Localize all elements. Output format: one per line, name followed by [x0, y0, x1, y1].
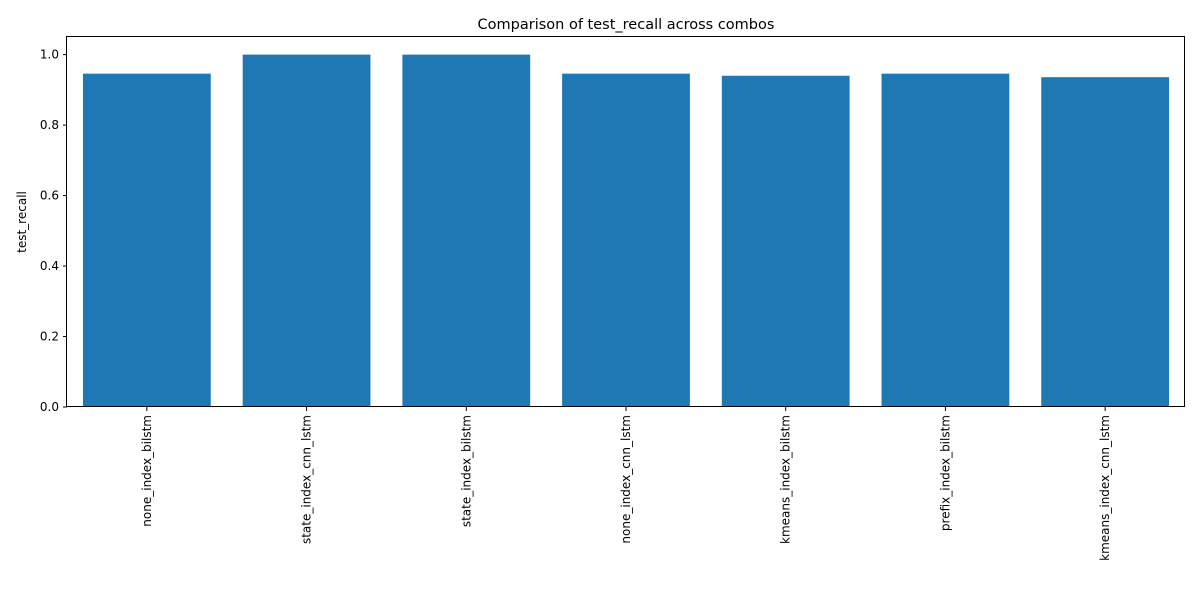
- chart-title: Comparison of test_recall across combos: [478, 17, 775, 33]
- x-tick-label: none_index_bilstm: [140, 415, 154, 527]
- bar-kmeans_index_cnn_lstm: [1041, 77, 1170, 408]
- y-axis-title: test_recall: [15, 191, 29, 253]
- plot-frame: [66, 36, 1185, 407]
- bars-group: [82, 54, 1170, 408]
- y-tick-label: 0.4: [40, 259, 59, 273]
- x-tick-label: none_index_cnn_lstm: [619, 415, 633, 544]
- bar-state_index_bilstm: [402, 54, 531, 407]
- y-tick-label: 0.8: [40, 118, 59, 132]
- x-tick-label: state_index_bilstm: [459, 415, 473, 527]
- bar-kmeans_index_bilstm: [721, 75, 850, 407]
- bar-state_index_cnn_lstm: [242, 54, 371, 407]
- y-axis: 0.0 0.2 0.4 0.6 0.8 1.0: [40, 48, 67, 414]
- y-tick-label: 0.0: [40, 400, 59, 414]
- y-tick-label: 1.0: [40, 48, 59, 62]
- y-tick-label: 0.2: [40, 330, 59, 344]
- x-tick-label: prefix_index_bilstm: [938, 415, 952, 531]
- bar-none_index_bilstm: [82, 73, 211, 408]
- x-tick-label: kmeans_index_bilstm: [779, 415, 793, 544]
- bar-none_index_cnn_lstm: [562, 73, 690, 408]
- x-axis: none_index_bilstm state_index_cnn_lstm sta…: [140, 407, 1112, 561]
- x-tick-label: state_index_cnn_lstm: [300, 415, 314, 544]
- x-tick-label: kmeans_index_cnn_lstm: [1098, 415, 1112, 561]
- y-tick-label: 0.6: [40, 189, 59, 203]
- bar-prefix_index_bilstm: [881, 73, 1010, 408]
